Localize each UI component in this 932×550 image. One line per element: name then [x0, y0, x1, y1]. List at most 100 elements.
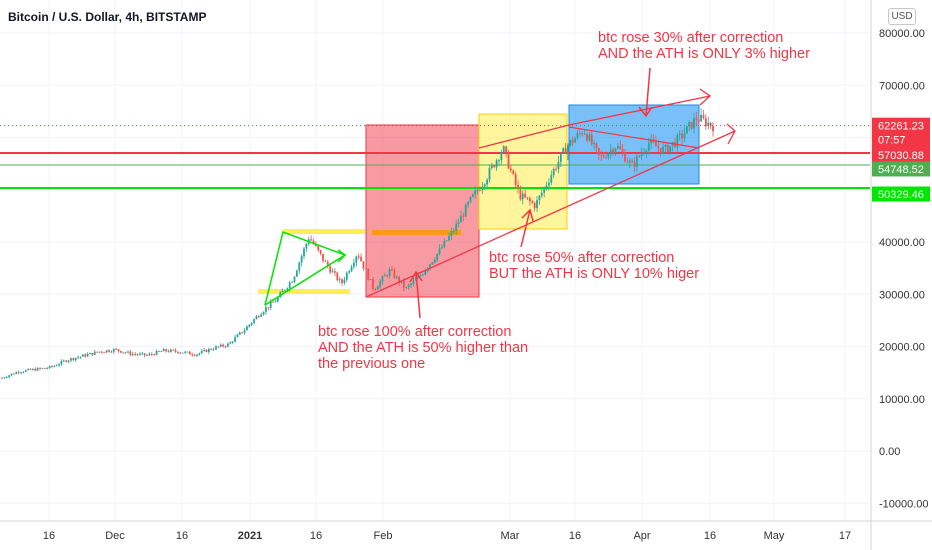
candle-body — [586, 133, 588, 141]
trendline-upper-1[interactable] — [478, 124, 570, 149]
symbol-title: Bitcoin / U.S. Dollar, 4h, BITSTAMP — [8, 10, 207, 24]
candle-body — [457, 222, 460, 224]
candle-body — [486, 179, 488, 185]
candle-body — [448, 235, 450, 241]
candle-body — [27, 368, 30, 371]
candle-body — [288, 282, 291, 289]
candle-body — [41, 367, 44, 369]
candle-body — [548, 182, 550, 186]
candle-body — [383, 275, 386, 277]
candle-body — [257, 316, 260, 317]
candle-body — [22, 371, 25, 373]
candle-body — [100, 351, 103, 353]
candle-body — [255, 316, 258, 320]
candle-body — [91, 352, 94, 355]
candle-body — [374, 288, 377, 290]
candle-body — [267, 307, 270, 309]
candle-body — [74, 357, 77, 360]
candle-body — [379, 281, 381, 287]
candle-body — [89, 352, 91, 355]
candle-body — [322, 253, 324, 261]
candle-body — [514, 173, 517, 185]
candle-body — [462, 215, 465, 217]
candle-body — [260, 314, 263, 317]
x-tick-label: 16 — [176, 530, 188, 542]
candle-body — [531, 201, 534, 203]
candle-body — [43, 367, 46, 369]
candle-body — [324, 260, 327, 262]
candle-body — [227, 343, 229, 347]
candle-body — [143, 353, 146, 356]
candle-body — [134, 353, 137, 355]
candle-body — [369, 279, 372, 280]
support-arrow-head — [726, 123, 736, 145]
candle-body — [160, 351, 163, 353]
candle-body — [84, 354, 87, 357]
candle-body — [455, 223, 458, 232]
candle-body — [34, 368, 37, 371]
candle-body — [329, 266, 332, 273]
candle-body — [236, 334, 239, 338]
candle-body — [678, 133, 681, 135]
yellow-correction-box[interactable] — [478, 113, 568, 230]
currency-button[interactable]: USD — [888, 8, 916, 25]
triangle-pattern[interactable] — [264, 231, 347, 306]
candle-body — [148, 353, 151, 356]
candle-body — [414, 278, 417, 281]
candle-body — [474, 190, 477, 195]
candle-body — [124, 352, 127, 354]
orange-resistance-bar[interactable] — [372, 230, 461, 235]
arrow-to-blue-box — [645, 67, 651, 117]
candle-body — [712, 126, 714, 132]
candle-body — [643, 152, 645, 154]
candle-body — [224, 346, 227, 348]
candle-body — [538, 195, 541, 201]
candle-body — [574, 138, 576, 143]
candle-body — [150, 353, 153, 355]
candle-body — [212, 349, 215, 351]
candle-body — [628, 160, 631, 163]
candle-body — [46, 368, 49, 369]
candle-body — [517, 184, 519, 190]
blue-diagonal[interactable] — [568, 126, 700, 149]
trendline-support[interactable] — [365, 130, 736, 298]
candle-body — [647, 143, 650, 151]
x-tick-label: 17 — [839, 530, 851, 542]
candle-body — [602, 155, 605, 157]
yellow-top-bar[interactable] — [283, 229, 365, 234]
x-tick-label: Mar — [501, 530, 520, 542]
candle-body — [502, 146, 505, 153]
candle-body — [576, 132, 579, 139]
current-price-badge — [872, 117, 930, 148]
candle-body — [53, 365, 56, 367]
candle-body — [62, 360, 65, 362]
candle-body — [58, 364, 60, 366]
candle-body — [55, 365, 58, 367]
candle-body — [334, 271, 336, 273]
y-tick-label: -10000.00 — [879, 498, 929, 510]
candle-body — [105, 350, 108, 353]
candle-body — [10, 373, 13, 376]
trendline-upper-2[interactable] — [568, 95, 711, 126]
candle-body — [464, 204, 467, 217]
candle-body — [704, 118, 707, 127]
candle-body — [250, 322, 253, 325]
x-tick-label: May — [764, 530, 785, 542]
candle-body — [662, 147, 664, 154]
candle-body — [17, 372, 20, 373]
level-badge-label: 57030.88 — [878, 150, 924, 162]
yellow-bottom-bar[interactable] — [258, 289, 350, 294]
candle-body — [393, 270, 396, 278]
candle-body — [345, 272, 348, 280]
candle-body — [693, 118, 695, 129]
candle-body — [231, 341, 234, 343]
candle-body — [96, 351, 99, 353]
candle-body — [3, 377, 6, 379]
candle-body — [595, 142, 598, 148]
x-tick-label: Apr — [633, 530, 650, 542]
candle-body — [605, 156, 607, 158]
candle-body — [272, 301, 274, 303]
candle-body — [5, 377, 8, 378]
candle-body — [479, 190, 481, 192]
